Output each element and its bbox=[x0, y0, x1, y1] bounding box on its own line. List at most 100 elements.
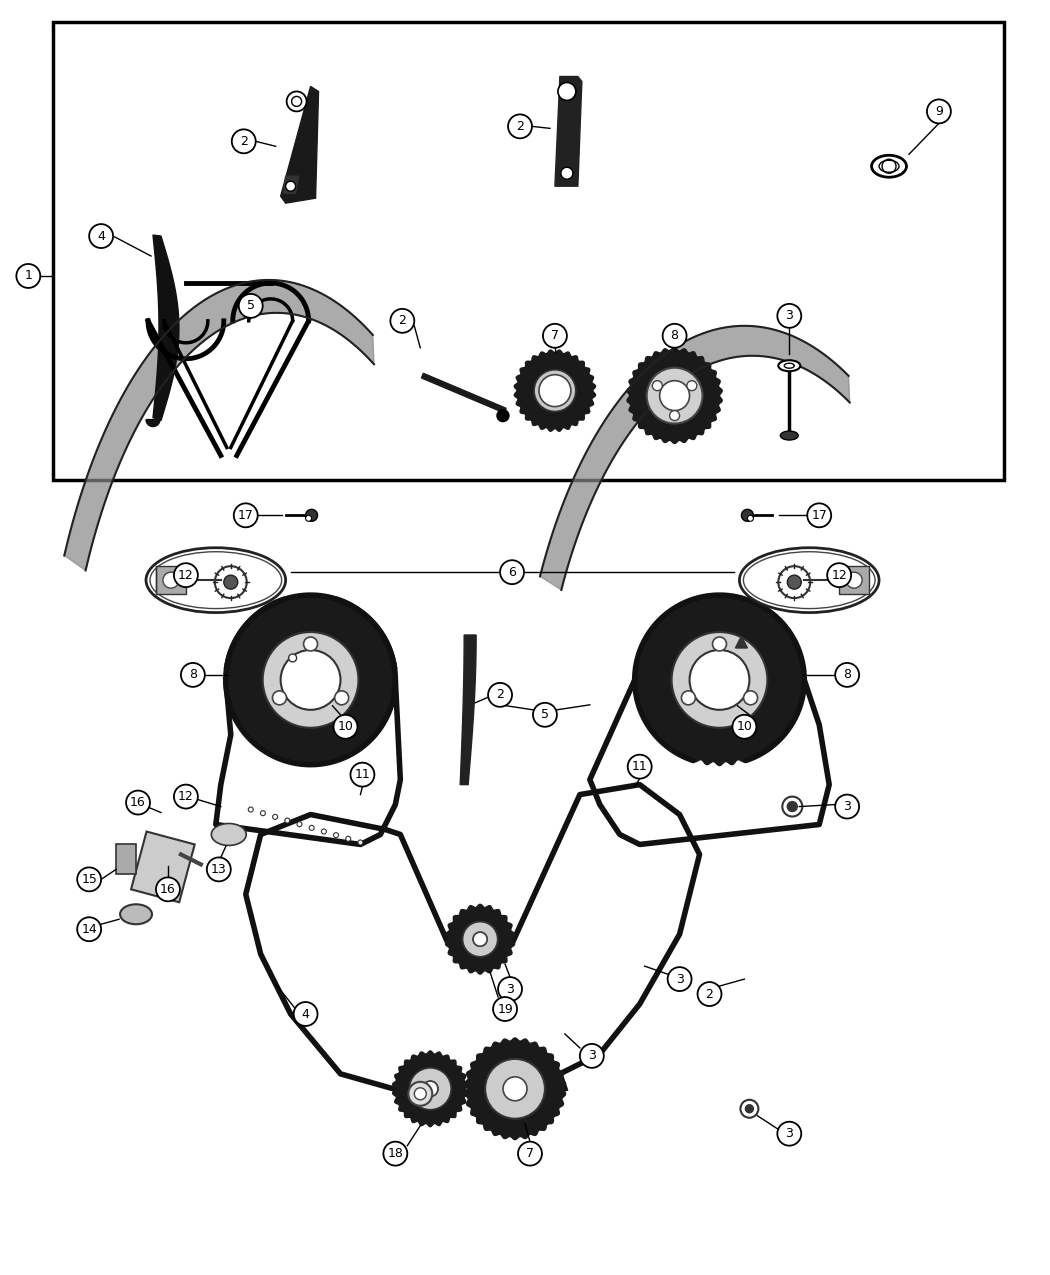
Ellipse shape bbox=[211, 824, 247, 845]
Circle shape bbox=[663, 324, 687, 348]
Polygon shape bbox=[280, 87, 318, 203]
Circle shape bbox=[285, 819, 290, 822]
Text: 8: 8 bbox=[189, 668, 197, 681]
Text: 3: 3 bbox=[506, 983, 514, 996]
Polygon shape bbox=[464, 1038, 566, 1140]
Circle shape bbox=[174, 564, 197, 586]
Circle shape bbox=[628, 755, 652, 779]
Circle shape bbox=[670, 411, 679, 421]
Bar bbox=[156, 566, 186, 594]
Circle shape bbox=[383, 1141, 407, 1165]
Circle shape bbox=[580, 1044, 604, 1068]
Circle shape bbox=[558, 83, 575, 101]
Circle shape bbox=[741, 509, 754, 521]
Circle shape bbox=[788, 575, 801, 589]
Circle shape bbox=[650, 371, 699, 421]
Circle shape bbox=[547, 382, 563, 399]
Text: 2: 2 bbox=[398, 315, 406, 328]
Bar bbox=[131, 831, 194, 903]
Text: 13: 13 bbox=[211, 863, 227, 876]
Circle shape bbox=[777, 303, 801, 328]
Circle shape bbox=[687, 381, 697, 390]
Text: 11: 11 bbox=[632, 760, 648, 773]
Circle shape bbox=[292, 97, 301, 106]
Circle shape bbox=[498, 977, 522, 1001]
Text: 16: 16 bbox=[130, 796, 146, 810]
Text: 6: 6 bbox=[508, 566, 516, 579]
Circle shape bbox=[659, 381, 690, 411]
Text: 3: 3 bbox=[843, 799, 852, 813]
Circle shape bbox=[782, 797, 802, 816]
Bar bbox=[117, 844, 136, 875]
Circle shape bbox=[713, 638, 727, 652]
Text: 12: 12 bbox=[178, 569, 194, 581]
Ellipse shape bbox=[872, 156, 906, 177]
Text: 5: 5 bbox=[541, 709, 549, 722]
Circle shape bbox=[788, 802, 797, 812]
Circle shape bbox=[408, 1081, 433, 1105]
Circle shape bbox=[321, 829, 327, 834]
Circle shape bbox=[207, 857, 231, 881]
Polygon shape bbox=[627, 348, 722, 444]
Polygon shape bbox=[421, 374, 506, 413]
Text: 2: 2 bbox=[517, 120, 524, 133]
Circle shape bbox=[411, 1070, 449, 1108]
Circle shape bbox=[232, 129, 256, 153]
Circle shape bbox=[835, 663, 859, 687]
Circle shape bbox=[351, 762, 375, 787]
Polygon shape bbox=[554, 76, 582, 186]
Circle shape bbox=[415, 1088, 426, 1100]
Circle shape bbox=[273, 691, 287, 705]
Polygon shape bbox=[514, 351, 595, 431]
Circle shape bbox=[262, 632, 358, 728]
Polygon shape bbox=[146, 419, 160, 427]
Circle shape bbox=[410, 1068, 452, 1109]
Circle shape bbox=[309, 825, 314, 830]
Circle shape bbox=[289, 654, 296, 662]
Text: 4: 4 bbox=[98, 230, 105, 242]
Text: 3: 3 bbox=[785, 1127, 793, 1140]
Circle shape bbox=[748, 515, 754, 521]
Polygon shape bbox=[284, 176, 298, 194]
Text: 2: 2 bbox=[497, 688, 504, 701]
Polygon shape bbox=[64, 280, 374, 570]
Polygon shape bbox=[460, 635, 476, 784]
Text: 8: 8 bbox=[671, 329, 678, 342]
Circle shape bbox=[163, 572, 178, 588]
Circle shape bbox=[504, 1079, 526, 1099]
Circle shape bbox=[358, 840, 363, 845]
Circle shape bbox=[287, 92, 307, 111]
Circle shape bbox=[494, 997, 517, 1021]
Circle shape bbox=[647, 367, 702, 423]
Text: 10: 10 bbox=[337, 720, 354, 733]
Circle shape bbox=[533, 703, 556, 727]
Text: 4: 4 bbox=[301, 1007, 310, 1020]
Circle shape bbox=[543, 324, 567, 348]
Polygon shape bbox=[153, 235, 178, 421]
Circle shape bbox=[306, 515, 312, 521]
Circle shape bbox=[334, 833, 338, 838]
Circle shape bbox=[740, 1100, 758, 1118]
Circle shape bbox=[697, 982, 721, 1006]
Circle shape bbox=[500, 560, 524, 584]
Circle shape bbox=[345, 836, 351, 842]
Circle shape bbox=[518, 1141, 542, 1165]
Text: 15: 15 bbox=[81, 873, 97, 886]
Text: 3: 3 bbox=[675, 973, 684, 986]
Circle shape bbox=[463, 922, 498, 956]
Ellipse shape bbox=[739, 548, 879, 612]
Text: 5: 5 bbox=[247, 300, 255, 312]
Text: 17: 17 bbox=[237, 509, 254, 521]
Circle shape bbox=[303, 638, 317, 652]
Circle shape bbox=[294, 1002, 317, 1026]
Text: 17: 17 bbox=[812, 509, 827, 521]
Circle shape bbox=[690, 650, 750, 710]
Circle shape bbox=[334, 715, 357, 738]
Circle shape bbox=[485, 1058, 545, 1118]
Ellipse shape bbox=[780, 431, 798, 440]
Circle shape bbox=[463, 922, 498, 956]
Text: 19: 19 bbox=[498, 1002, 513, 1015]
Circle shape bbox=[746, 1104, 754, 1113]
Text: 12: 12 bbox=[832, 569, 847, 581]
Circle shape bbox=[248, 807, 253, 812]
